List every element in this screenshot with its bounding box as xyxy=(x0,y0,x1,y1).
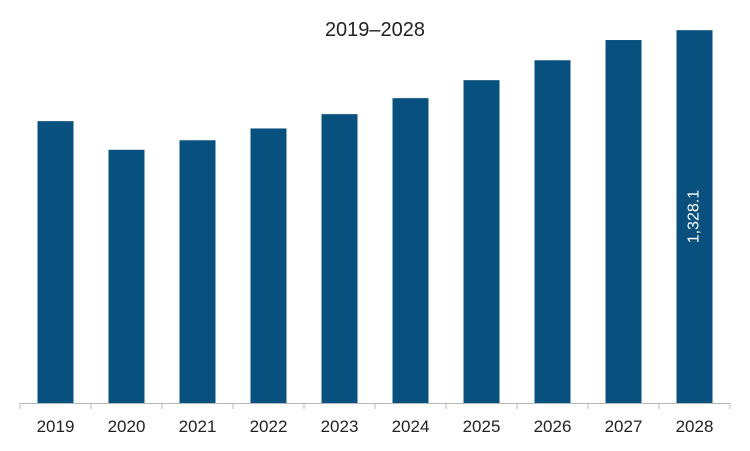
x-tick-label-2022: 2022 xyxy=(250,417,288,436)
x-tick-label-2026: 2026 xyxy=(534,417,572,436)
x-tick-label-2020: 2020 xyxy=(108,417,146,436)
x-axis-tick-labels: 2019 2020 2021 2022 2023 2024 2025 2026 2027 2028 xyxy=(37,417,714,436)
bar-2023 xyxy=(321,114,358,404)
x-tick-label-2019: 2019 xyxy=(37,417,75,436)
bar-2022 xyxy=(250,128,287,403)
x-tick-label-2028: 2028 xyxy=(676,417,714,436)
data-label-2028: 1,328.1 xyxy=(686,190,703,243)
x-tick-label-2025: 2025 xyxy=(463,417,501,436)
x-tick-label-2021: 2021 xyxy=(179,417,217,436)
bar-2024 xyxy=(392,98,429,403)
x-axis-ticks xyxy=(19,403,731,409)
x-tick-label-2024: 2024 xyxy=(392,417,430,436)
bars-layer xyxy=(37,30,713,404)
x-tick-label-2027: 2027 xyxy=(605,417,643,436)
chart-title: 2019–2028 xyxy=(325,19,425,41)
bar-2027 xyxy=(605,40,642,403)
bar-2025 xyxy=(463,80,500,403)
bar-2028 xyxy=(676,30,713,404)
bar-2026 xyxy=(534,60,571,403)
bar-2020 xyxy=(108,149,145,403)
bar-2019 xyxy=(37,121,74,404)
bar-2021 xyxy=(179,140,216,403)
data-labels: 1,328.1 xyxy=(686,190,703,243)
x-tick-label-2023: 2023 xyxy=(321,417,359,436)
